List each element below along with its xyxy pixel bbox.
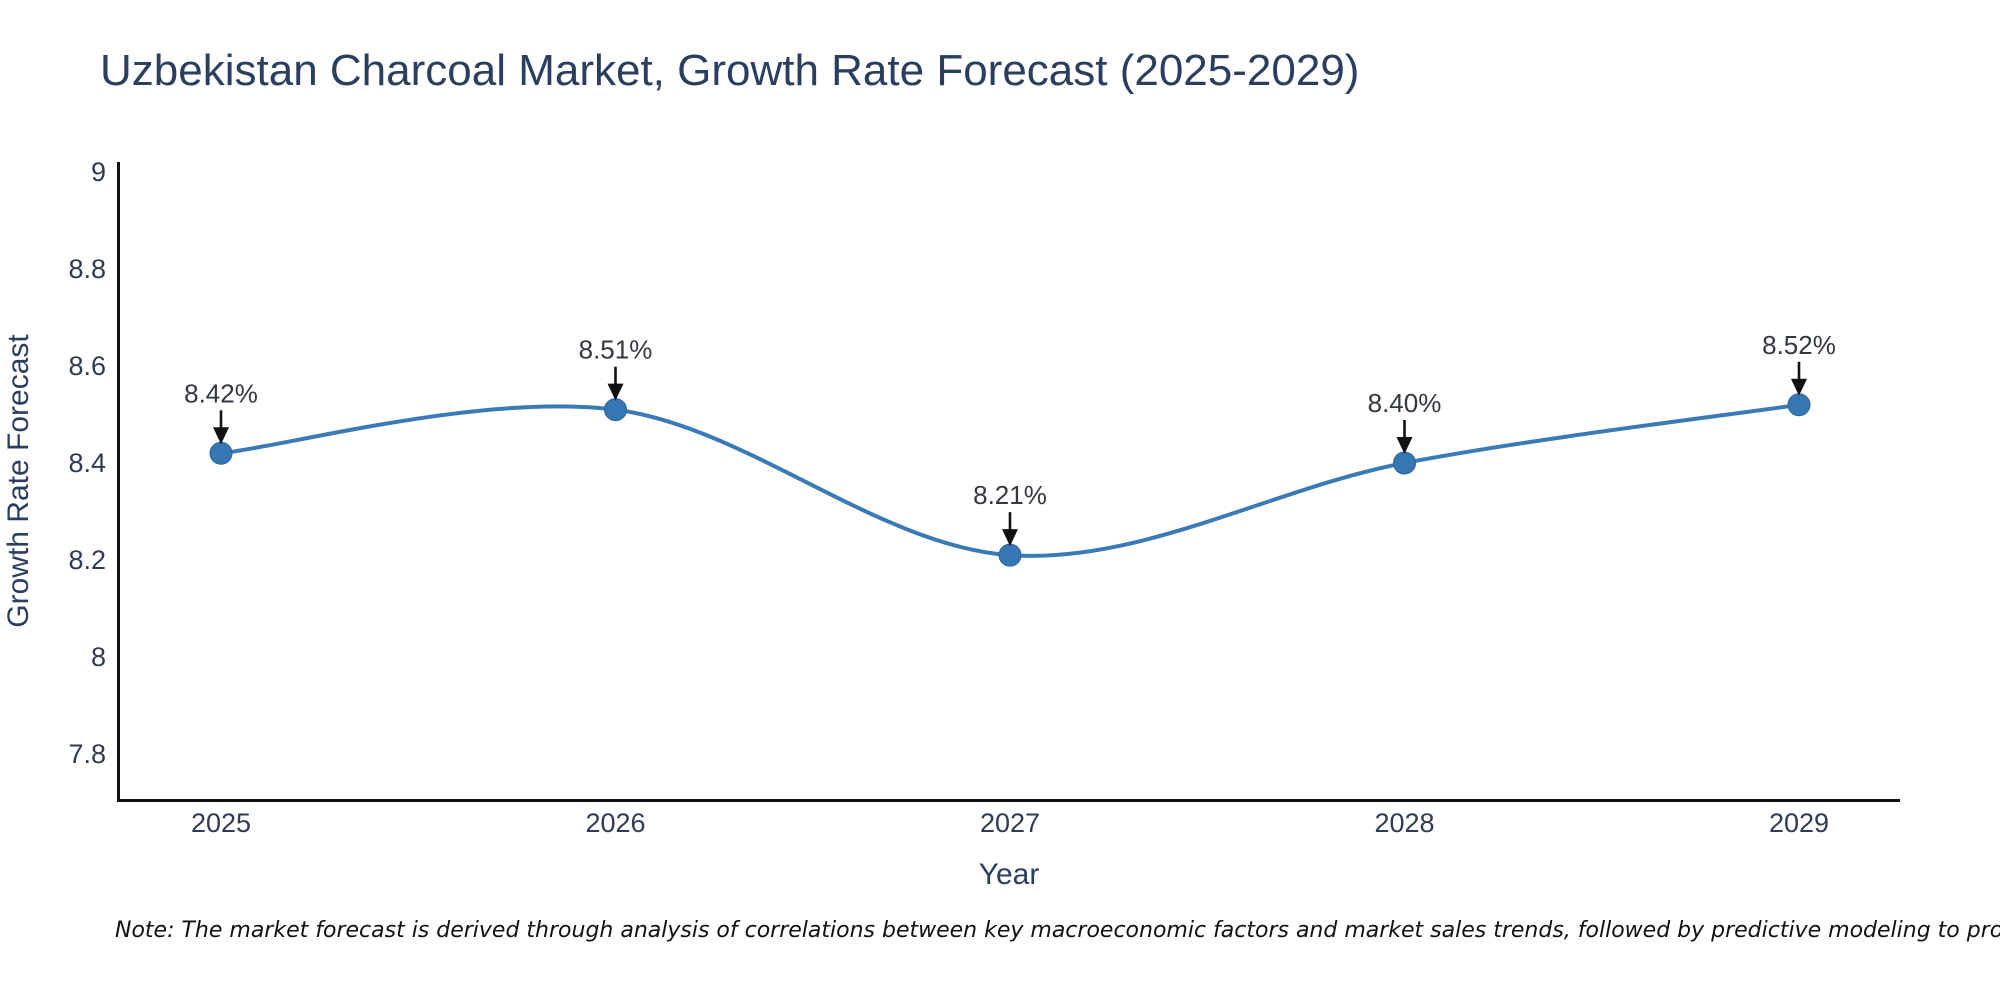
y-tick-label-8.4: 8.4: [68, 448, 106, 478]
annotation-label: 8.21%: [973, 480, 1047, 510]
x-tick-label-2029: 2029: [1769, 808, 1829, 838]
data-point-2027: [998, 543, 1022, 567]
y-tick-label-8: 8: [91, 642, 106, 672]
y-tick-label-8.2: 8.2: [68, 545, 106, 575]
data-point-2026: [604, 398, 627, 422]
data-point-2029: [1787, 393, 1811, 417]
annotation-label: 8.52%: [1762, 330, 1836, 360]
x-tick-label-2025: 2025: [191, 808, 251, 838]
annotation-arrowhead-icon: [213, 427, 229, 445]
annotation-label: 8.51%: [579, 335, 653, 365]
y-tick-label-7.8: 7.8: [68, 739, 106, 769]
y-tick-label-9: 9: [91, 157, 106, 187]
annotation-2028: 8.40%: [1368, 388, 1442, 454]
annotation-2026: 8.51%: [579, 335, 653, 401]
data-point-2025: [209, 441, 233, 465]
x-tick-label-2027: 2027: [980, 808, 1040, 838]
annotation-2027: 8.21%: [973, 480, 1047, 547]
chart-title: Uzbekistan Charcoal Market, Growth Rate …: [100, 46, 1360, 95]
footnote: Note: The market forecast is derived thr…: [115, 918, 2000, 943]
annotation-arrowhead-icon: [1002, 529, 1018, 547]
annotation-2029: 8.52%: [1762, 330, 1836, 396]
data-point-2028: [1393, 451, 1416, 475]
y-tick-label-8.8: 8.8: [68, 254, 106, 284]
annotation-arrowhead-icon: [1396, 437, 1413, 454]
annotation-arrowhead-icon: [1791, 378, 1807, 396]
y-axis-title: Growth Rate Forecast: [2, 334, 35, 628]
annotation-label: 8.42%: [184, 378, 258, 408]
annotation-label: 8.40%: [1368, 388, 1442, 418]
x-axis-title: Year: [979, 858, 1040, 891]
y-tick-label-8.6: 8.6: [68, 351, 106, 381]
annotation-2025: 8.42%: [184, 378, 258, 445]
x-tick-label-2026: 2026: [585, 808, 645, 838]
annotation-arrowhead-icon: [607, 383, 624, 401]
x-tick-label-2028: 2028: [1374, 808, 1434, 838]
